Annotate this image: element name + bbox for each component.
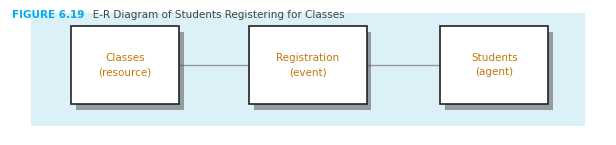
Text: FIGURE 6.19: FIGURE 6.19	[12, 10, 84, 20]
Text: Registration
(event): Registration (event)	[277, 53, 339, 77]
FancyBboxPatch shape	[440, 26, 548, 104]
FancyBboxPatch shape	[254, 32, 371, 110]
FancyBboxPatch shape	[76, 32, 184, 110]
Text: Classes
(resource): Classes (resource)	[98, 53, 152, 77]
FancyBboxPatch shape	[249, 26, 367, 104]
Text: Students
(agent): Students (agent)	[471, 53, 517, 77]
FancyBboxPatch shape	[445, 32, 553, 110]
FancyBboxPatch shape	[31, 13, 585, 126]
FancyBboxPatch shape	[71, 26, 179, 104]
Text: E-R Diagram of Students Registering for Classes: E-R Diagram of Students Registering for …	[83, 10, 345, 20]
